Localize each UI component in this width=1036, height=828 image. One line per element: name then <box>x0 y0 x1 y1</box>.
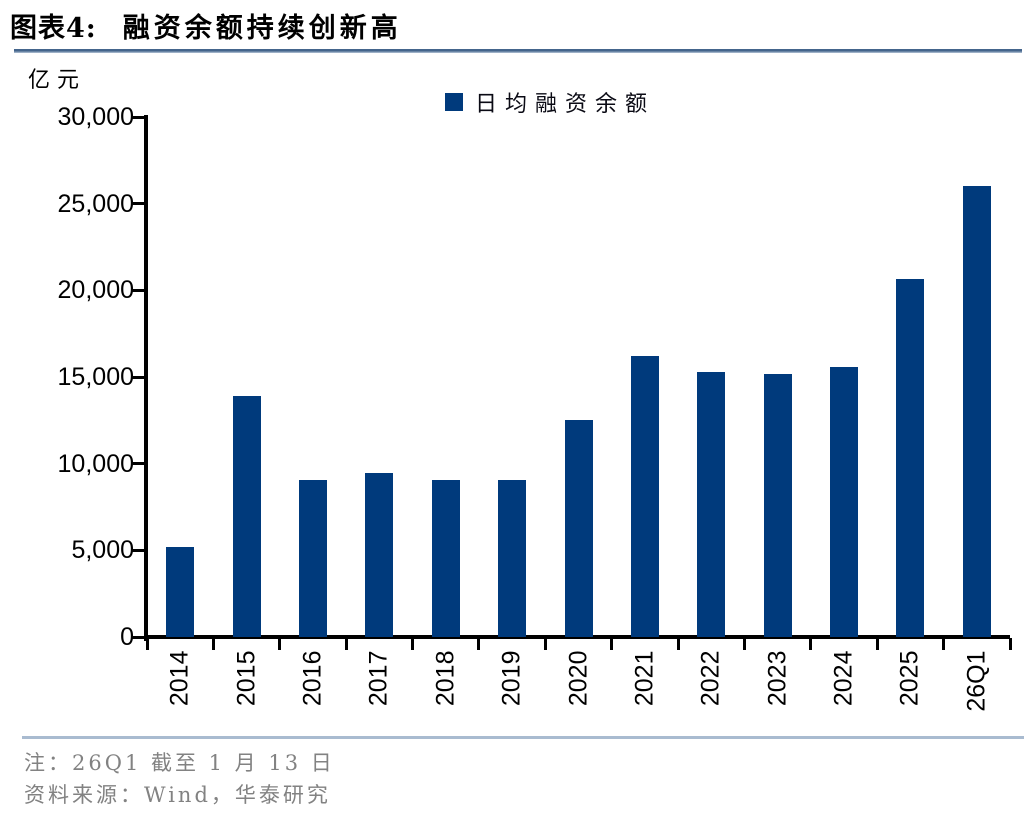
x-axis-tick <box>278 638 282 650</box>
x-axis-tick <box>145 638 149 650</box>
x-axis-tick <box>543 638 547 650</box>
y-axis-tick <box>131 288 144 292</box>
y-axis-tick-label: 30,000 <box>57 103 134 131</box>
x-axis-tick <box>344 638 348 650</box>
bar <box>962 186 991 637</box>
x-axis-tick <box>942 638 946 650</box>
bar <box>365 473 394 637</box>
x-axis-label: 2025 <box>895 650 924 707</box>
y-axis-line <box>144 115 148 641</box>
y-axis-tick-label: 5,000 <box>71 536 134 565</box>
chart-source: 资料来源：Wind，华泰研究 <box>24 783 331 807</box>
x-axis-label: 2023 <box>763 650 792 707</box>
figure-title-text: 融资余额持续创新高 <box>122 13 402 44</box>
x-axis-tick <box>742 638 746 650</box>
bar <box>763 374 792 637</box>
y-axis-tick-label: 10,000 <box>57 449 134 478</box>
y-axis-tick <box>131 462 144 466</box>
x-axis-label: 2018 <box>431 650 460 707</box>
legend-swatch <box>445 93 463 111</box>
x-axis-tick <box>211 638 215 650</box>
bar <box>232 396 261 637</box>
x-axis-line <box>144 635 1010 639</box>
x-axis-label: 2016 <box>298 650 327 707</box>
x-axis-label: 2021 <box>630 650 659 707</box>
y-axis-tick-label: 25,000 <box>57 189 134 218</box>
bar <box>896 279 925 637</box>
bar <box>431 480 460 637</box>
x-axis-tick <box>1008 638 1012 650</box>
x-axis-tick <box>411 638 415 650</box>
y-axis-tick-label: 15,000 <box>57 363 134 391</box>
title-divider <box>14 49 1022 53</box>
x-axis-label: 2017 <box>364 650 393 707</box>
x-axis-tick <box>676 638 680 650</box>
bar <box>630 356 659 637</box>
y-axis-tick <box>131 202 144 206</box>
y-axis-unit-label: 亿元 <box>28 68 87 93</box>
bar <box>298 480 327 637</box>
x-axis-label: 2020 <box>564 650 592 707</box>
bar <box>498 480 527 637</box>
bar <box>697 371 726 637</box>
chart-note: 注：26Q1 截至 1 月 13 日 <box>24 751 335 775</box>
x-axis-label: 2019 <box>497 650 526 707</box>
x-axis-label: 2015 <box>232 650 261 707</box>
y-axis-tick <box>131 375 144 379</box>
x-axis-tick <box>477 638 481 650</box>
bar <box>166 546 195 637</box>
bar <box>830 367 859 637</box>
y-axis-tick-label: 0 <box>120 623 134 651</box>
y-axis-tick <box>131 548 144 552</box>
figure-number-label: 图表4: <box>10 13 97 44</box>
y-axis-tick-label: 20,000 <box>57 276 134 305</box>
footer-divider <box>22 736 1024 739</box>
bar <box>564 420 593 637</box>
y-axis-tick <box>131 115 144 119</box>
page-title: 图表4: 融资余额持续创新高 <box>10 6 402 45</box>
x-axis-tick <box>809 638 813 650</box>
x-axis-tick <box>875 638 879 650</box>
x-axis-label: 2022 <box>696 650 725 707</box>
x-axis-tick <box>610 638 614 650</box>
x-axis-label: 2014 <box>165 650 194 707</box>
chart-legend: 日均融资余额 <box>445 86 655 118</box>
x-axis-label: 26Q1 <box>962 650 991 712</box>
x-axis-label: 2024 <box>829 650 858 707</box>
y-axis-tick <box>131 635 144 639</box>
legend-label: 日均融资余额 <box>475 92 656 117</box>
